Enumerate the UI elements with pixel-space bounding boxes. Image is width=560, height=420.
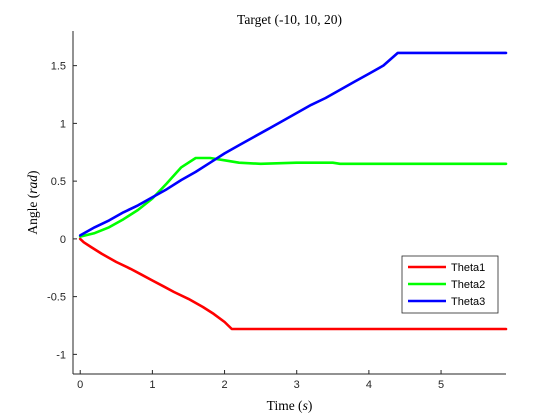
legend-label-theta2: Theta2 xyxy=(451,279,485,291)
series-line-theta1 xyxy=(78,237,508,331)
y-tick-label: 0.5 xyxy=(51,176,66,188)
legend-label-theta1: Theta1 xyxy=(451,262,485,274)
y-axis-label-text: Angle ( xyxy=(25,193,40,234)
x-axis-label-variable: s xyxy=(303,398,308,413)
series-line-theta3 xyxy=(78,51,508,237)
x-tick-label: 4 xyxy=(366,379,372,391)
y-axis-label: Angle (rad) xyxy=(25,170,40,234)
y-tick-label: 1.5 xyxy=(51,61,66,73)
series-line-theta2 xyxy=(78,156,508,238)
y-tick-label: 1 xyxy=(60,118,66,130)
x-tick-label: 3 xyxy=(294,379,300,391)
y-axis-label-variable: rad xyxy=(25,175,40,194)
series-layer xyxy=(78,51,508,331)
x-axis-label: Time (s) xyxy=(267,398,313,413)
x-tick-label: 5 xyxy=(438,379,444,391)
y-tick-label: -0.5 xyxy=(47,292,66,304)
x-tick-label: 0 xyxy=(77,379,83,391)
legend-label-theta3: Theta3 xyxy=(451,296,485,308)
plot-area xyxy=(73,31,506,374)
x-axis-label-text: Time ( xyxy=(267,398,303,413)
chart-title: Target (-10, 10, 20) xyxy=(237,12,342,27)
axes-layer: 0 1 2 3 4 5 -1 -0.5 0 0.5 1 1.5 xyxy=(47,31,506,391)
x-tick-label: 1 xyxy=(149,379,155,391)
legend: Theta1 Theta2 Theta3 xyxy=(401,255,499,314)
x-tick-label: 2 xyxy=(221,379,227,391)
y-axis-label-close: ) xyxy=(25,170,40,175)
y-tick-label: 0 xyxy=(60,234,66,246)
y-tick-label: -1 xyxy=(56,349,66,361)
x-axis-label-close: ) xyxy=(308,398,313,413)
